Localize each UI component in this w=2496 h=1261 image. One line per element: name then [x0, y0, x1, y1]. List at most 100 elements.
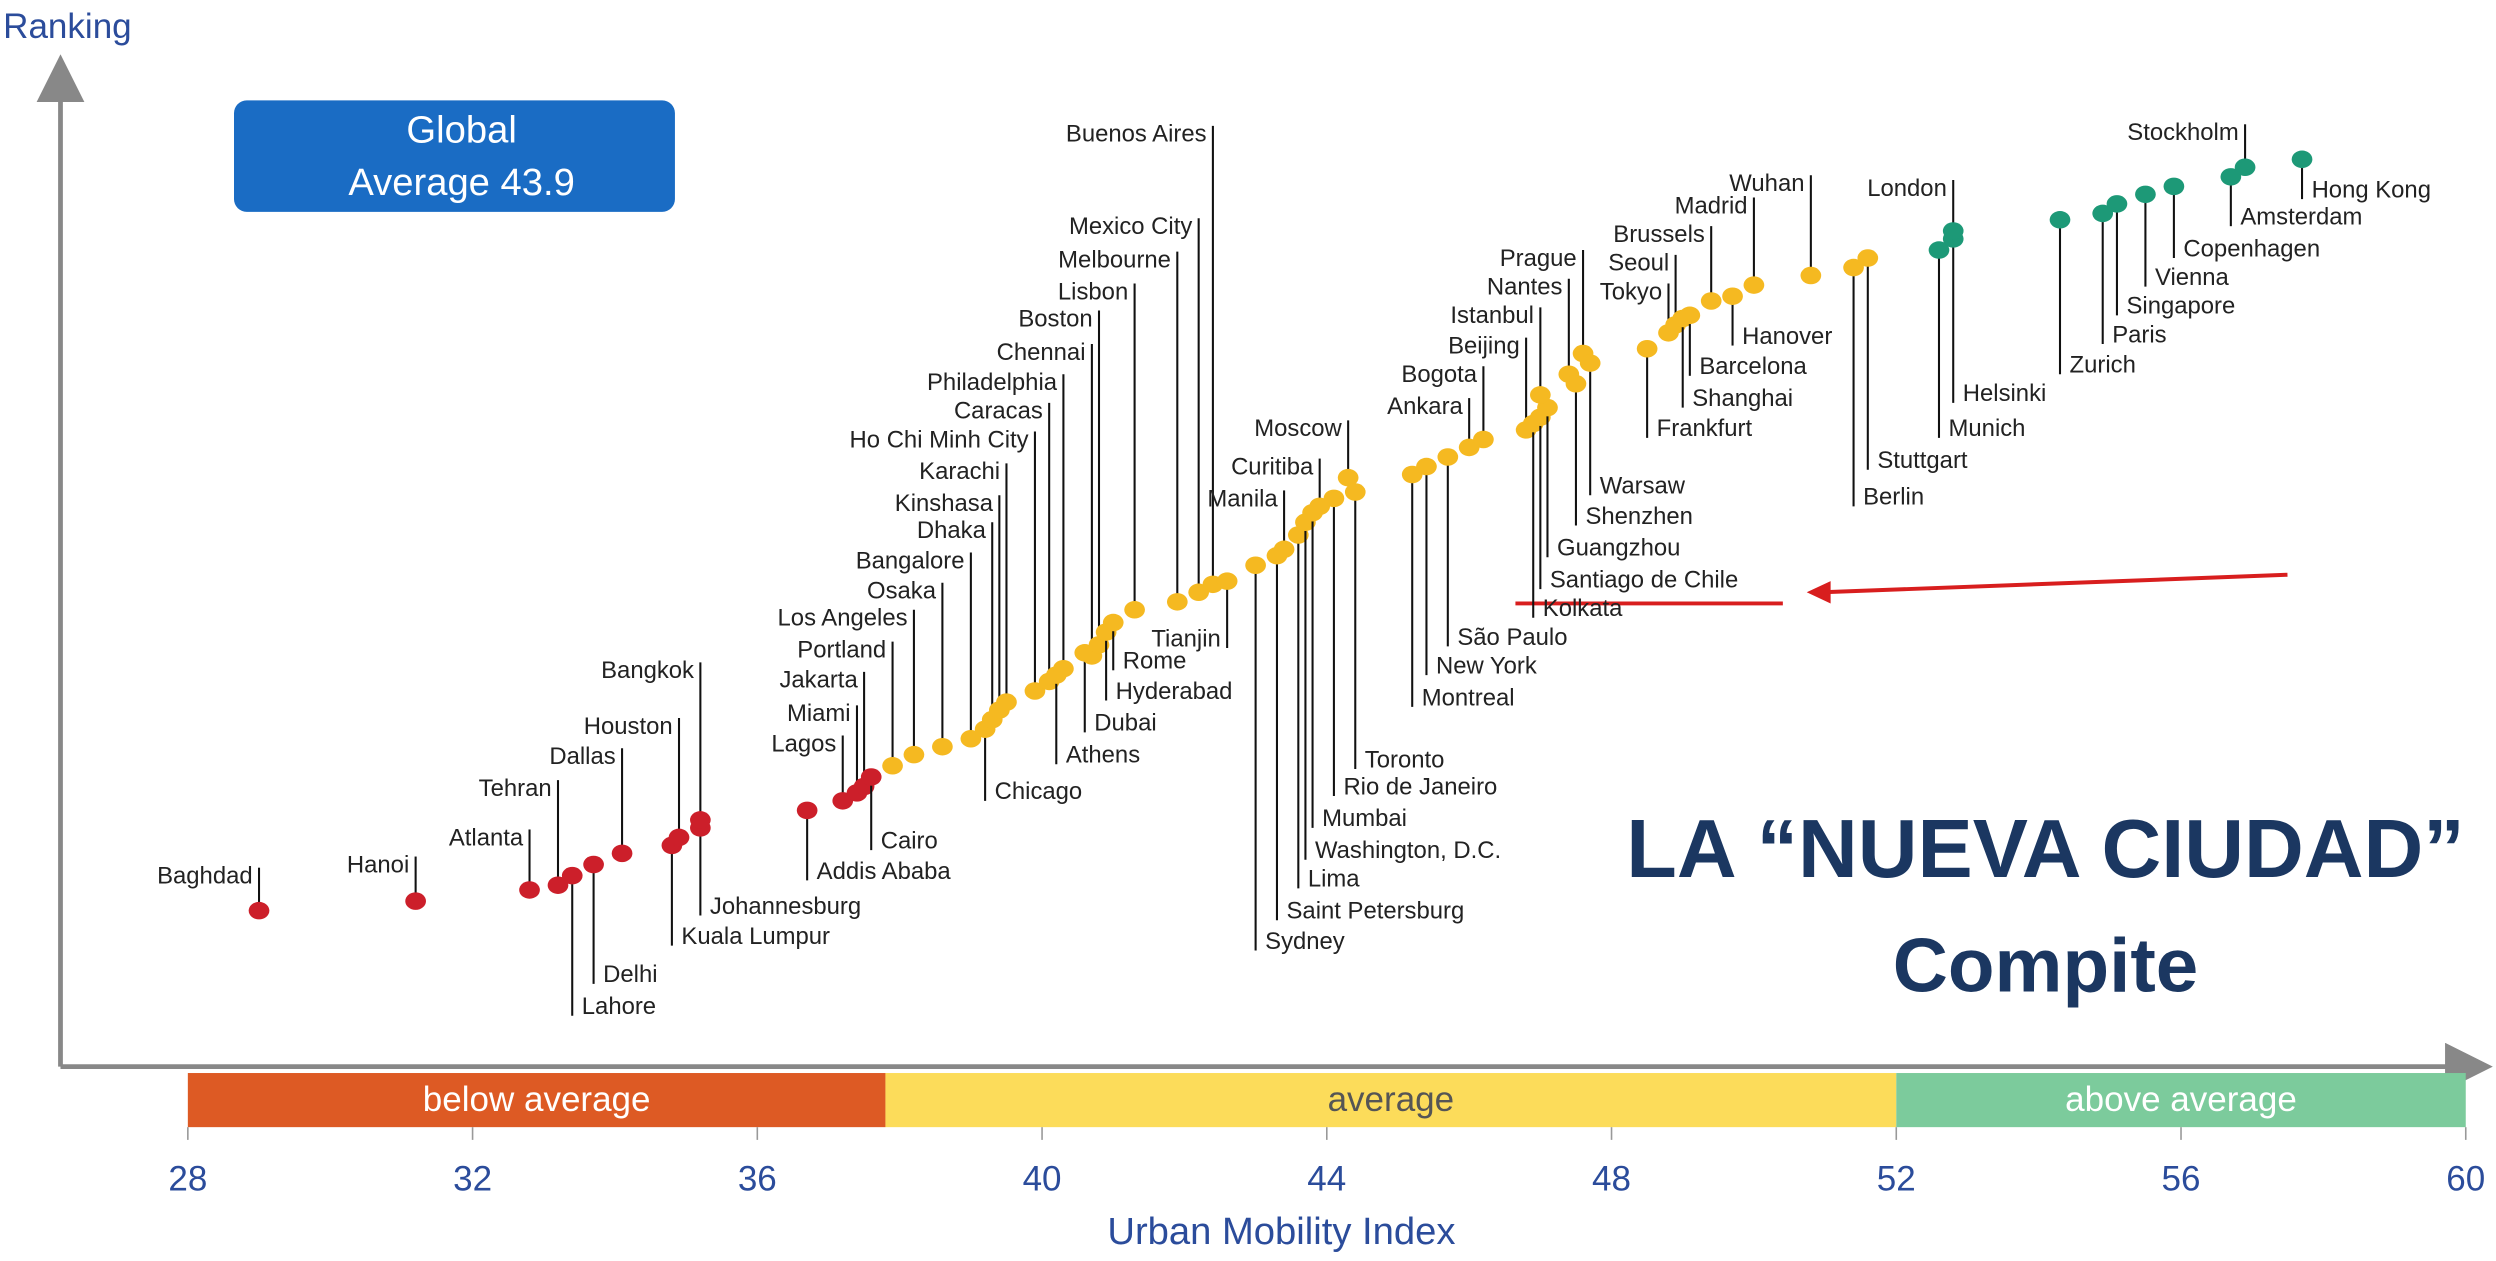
city-label: Paris [2112, 321, 2166, 348]
point [932, 737, 953, 756]
overlay-subtitle: Compite [1893, 923, 2199, 1008]
city-label: Ho Chi Minh City [850, 426, 1029, 453]
point [1800, 266, 1822, 285]
point [519, 881, 540, 899]
point [1102, 613, 1124, 632]
city-label: Tokyo [1600, 278, 1662, 305]
point [1344, 483, 1366, 501]
point [903, 745, 925, 764]
city-label: Vienna [2155, 264, 2230, 291]
point [2135, 185, 2156, 204]
city-label: Hyderabad [1116, 678, 1233, 705]
city-label: Kinshasa [895, 490, 994, 517]
city-label: Kuala Lumpur [681, 923, 830, 950]
point [1722, 287, 1743, 305]
point [2220, 168, 2242, 186]
city-label: Istanbul [1450, 302, 1534, 329]
city-label: Santiago de Chile [1550, 566, 1738, 593]
point [996, 693, 1017, 711]
city-label: Montreal [1422, 684, 1515, 711]
annotation: Average 43.9 [348, 161, 574, 204]
city-label: Zurich [2070, 352, 2136, 379]
y-axis-label: Ranking [3, 7, 131, 46]
point [1857, 249, 1879, 267]
band [1896, 1073, 2466, 1128]
point [1337, 468, 1359, 487]
city-label: Toronto [1365, 746, 1445, 773]
point [882, 757, 903, 775]
x-tick-label: 48 [1592, 1160, 1631, 1199]
x-tick-label: 56 [2162, 1160, 2201, 1199]
city-label: Kolkata [1543, 595, 1623, 622]
city-label: Atlanta [449, 824, 524, 851]
point [1565, 375, 1587, 393]
overlay-title: LA “NUEVA CIUDAD” [1626, 802, 2464, 895]
x-axis-label: Urban Mobility Index [1107, 1210, 1455, 1253]
city-label: Stockholm [2127, 119, 2238, 146]
city-label: Washington, D.C. [1315, 837, 1501, 864]
city-label: Karachi [919, 458, 1000, 485]
point [1323, 489, 1345, 508]
city-label: Brussels [1613, 221, 1705, 248]
city-label: Caracas [954, 398, 1043, 425]
highlight-arrow [1822, 572, 2288, 595]
city-label: New York [1436, 652, 1537, 679]
point [561, 866, 583, 885]
point [1124, 601, 1145, 619]
city-label: Amsterdam [2240, 204, 2362, 231]
city-label: Berlin [1863, 484, 1924, 511]
city-label: Stuttgart [1877, 447, 1968, 474]
point [2092, 204, 2114, 223]
point [2106, 195, 2128, 213]
city-label: Osaka [867, 578, 937, 605]
point [1743, 276, 1765, 294]
x-tick-label: 28 [168, 1160, 207, 1199]
band-label: average [1328, 1080, 1455, 1119]
city-label: Lahore [582, 993, 656, 1020]
city-label: Munich [1949, 415, 2026, 442]
city-label: Dubai [1094, 710, 1156, 737]
point [547, 876, 569, 894]
city-label: Hanover [1742, 323, 1832, 350]
point [690, 811, 711, 829]
city-label: Addis Ababa [817, 858, 952, 885]
point [611, 844, 633, 863]
city-label: Shanghai [1692, 385, 1793, 412]
point [583, 855, 604, 874]
city-label: Prague [1500, 245, 1577, 272]
city-label: Chicago [995, 778, 1083, 805]
point [1216, 572, 1238, 590]
city-label: Buenos Aires [1066, 121, 1207, 148]
city-label: Rio de Janeiro [1343, 773, 1497, 800]
city-label: Helsinki [1963, 380, 2047, 407]
point [1166, 593, 1188, 611]
point [1928, 241, 1950, 259]
city-label: Wuhan [1729, 170, 1804, 197]
city-label: Lisbon [1058, 278, 1128, 305]
point [1530, 386, 1551, 404]
city-label: Seoul [1608, 250, 1669, 277]
point [1416, 457, 1437, 476]
city-label: Baghdad [157, 863, 253, 890]
city-label: Tianjin [1151, 625, 1220, 652]
band-label: below average [423, 1080, 651, 1119]
point [960, 729, 982, 748]
city-label: Johannesburg [710, 893, 861, 920]
point [1942, 222, 1964, 240]
annotation: Global [406, 108, 516, 151]
city-label: Lagos [771, 730, 836, 757]
city-label: Ankara [1387, 393, 1463, 420]
x-tick-label: 32 [453, 1160, 492, 1199]
average-box [234, 100, 675, 212]
city-label: Jakarta [779, 667, 858, 694]
city-label: Bogota [1401, 361, 1477, 388]
highlight-arrowhead [1806, 581, 1831, 604]
city-label: Tehran [479, 775, 552, 802]
point [2234, 158, 2256, 177]
city-label: Singapore [2127, 293, 2236, 320]
city-label: Bangkok [601, 657, 694, 684]
point [668, 828, 690, 847]
point [1679, 306, 1701, 325]
band [187, 1073, 886, 1128]
